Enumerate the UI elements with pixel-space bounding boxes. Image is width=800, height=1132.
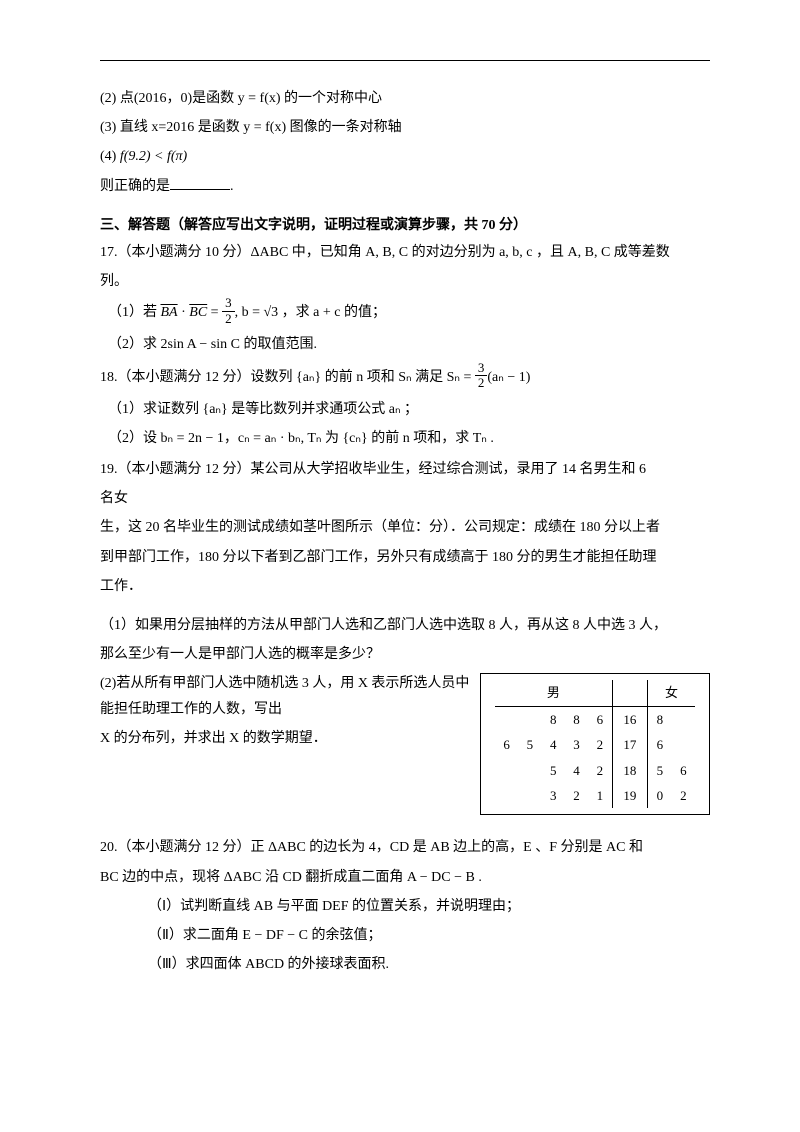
item-4-math: f(9.2) < f(π) (120, 149, 187, 164)
cell: 6 (648, 732, 672, 757)
cell (495, 706, 518, 732)
stem-cell: 16 (612, 706, 647, 732)
q18-intro: 18.（本小题满分 12 分）设数列 {aₙ} 的前 n 项和 Sₙ 满足 Sₙ… (100, 363, 710, 393)
q19-line3: 生，这 20 名毕业生的测试成绩如茎叶图所示（单位：分）．公司规定：成绩在 18… (100, 515, 710, 540)
cell: 5 (518, 732, 541, 757)
cell (518, 783, 541, 808)
item-2-text: (2) 点(2016，0)是函数 y = f(x) 的一个对称中心 (100, 91, 382, 106)
header-stem-blank (612, 680, 647, 706)
table-row: 6 5 4 3 2 17 6 (495, 732, 695, 757)
item-4: (4) f(9.2) < f(π) (100, 144, 710, 169)
cell: 8 (542, 706, 565, 732)
conclusion-text: 则正确的是 (100, 179, 170, 194)
item-3: (3) 直线 x=2016 是函数 y = f(x) 图像的一条对称轴 (100, 115, 710, 140)
cell: 8 (565, 706, 588, 732)
q17-intro-a: 17.（本小题满分 10 分）ΔABC 中，已知角 A, B, C 的对边分别为… (100, 240, 710, 265)
q20-part1: （Ⅰ）试判断直线 AB 与平面 DEF 的位置关系，并说明理由； (100, 894, 710, 919)
cell: 6 (672, 758, 695, 783)
answer-blank (170, 176, 230, 190)
stem-cell: 17 (612, 732, 647, 757)
cell (518, 706, 541, 732)
header-female: 女 (648, 680, 695, 706)
table-row: 5 4 2 18 5 6 (495, 758, 695, 783)
stem-leaf-header: 男 女 (495, 680, 695, 706)
q19-part1-b: 那么至少有一人是甲部门人选的概率是多少？ (100, 642, 710, 667)
q17-dot: · (178, 305, 190, 320)
cell (672, 706, 695, 732)
q18-intro-prefix: 18.（本小题满分 12 分）设数列 {aₙ} 的前 n 项和 Sₙ 满足 Sₙ… (100, 370, 475, 385)
q17-part1: （1）若 BA · BC = 32, b = √3 ，求 a + c 的值； (100, 298, 710, 328)
q20-line2: BC 边的中点，现将 ΔABC 沿 CD 翻折成直二面角 A − DC − B … (100, 865, 710, 890)
stem-leaf-table: 男 女 8 8 6 16 8 6 5 4 3 2 17 6 (495, 680, 695, 808)
q17-intro-b: 列。 (100, 269, 710, 294)
stem-leaf-plot: 男 女 8 8 6 16 8 6 5 4 3 2 17 6 (480, 673, 710, 815)
cell: 2 (672, 783, 695, 808)
cell: 6 (495, 732, 518, 757)
cell (518, 758, 541, 783)
conclusion-line: 则正确的是. (100, 174, 710, 199)
q17-fraction: 32 (222, 296, 235, 326)
q17-part2: （2）求 2sin A − sin C 的取值范围. (100, 332, 710, 357)
q18-fraction: 32 (475, 361, 488, 391)
cell (495, 783, 518, 808)
q17-p1-prefix: （1）若 (108, 305, 161, 320)
q18-part1: （1）求证数列 {aₙ} 是等比数列并求通项公式 aₙ ； (100, 397, 710, 422)
table-row: 3 2 1 19 0 2 (495, 783, 695, 808)
q18-frac-num: 3 (475, 361, 488, 376)
q18-intro-suffix: (aₙ − 1) (487, 370, 530, 385)
cell: 3 (565, 732, 588, 757)
q19-line4: 到甲部门工作，180 分以下者到乙部门工作，另外只有成绩高于 180 分的男生才… (100, 545, 710, 570)
item-4-prefix: (4) (100, 149, 120, 164)
stem-cell: 18 (612, 758, 647, 783)
cell: 3 (542, 783, 565, 808)
conclusion-suffix: . (230, 179, 234, 194)
stem-cell: 19 (612, 783, 647, 808)
q20-part3: （Ⅲ）求四面体 ABCD 的外接球表面积. (100, 952, 710, 977)
q20-part2: （Ⅱ）求二面角 E − DF − C 的余弦值； (100, 923, 710, 948)
cell: 2 (588, 758, 612, 783)
cell: 4 (565, 758, 588, 783)
cell: 2 (565, 783, 588, 808)
cell: 2 (588, 732, 612, 757)
q20-line1: 20.（本小题满分 12 分）正 ΔABC 的边长为 4，CD 是 AB 边上的… (100, 835, 710, 860)
top-divider (100, 60, 710, 61)
q18-part2: （2）设 bₙ = 2n − 1，cₙ = aₙ · bₙ, Tₙ 为 {cₙ}… (100, 426, 710, 451)
item-3-text: (3) 直线 x=2016 是函数 y = f(x) 图像的一条对称轴 (100, 120, 402, 135)
header-male: 男 (495, 680, 612, 706)
q17-eq: = (207, 305, 222, 320)
item-2: (2) 点(2016，0)是函数 y = f(x) 的一个对称中心 (100, 86, 710, 111)
table-row: 8 8 6 16 8 (495, 706, 695, 732)
q19-line1: 19.（本小题满分 12 分）某公司从大学招收毕业生，经过综合测试，录用了 14… (100, 457, 710, 482)
q19-part1-a: （1）如果用分层抽样的方法从甲部门人选和乙部门人选中选取 8 人，再从这 8 人… (100, 613, 710, 638)
cell: 4 (542, 732, 565, 757)
cell: 5 (648, 758, 672, 783)
section-3-title: 三、解答题（解答应写出文字说明，证明过程或演算步骤，共 70 分） (100, 213, 710, 238)
vector-ba: BA (161, 305, 178, 320)
cell (672, 732, 695, 757)
cell: 8 (648, 706, 672, 732)
stem-leaf-container: 男 女 8 8 6 16 8 6 5 4 3 2 17 6 (100, 671, 710, 751)
cell: 6 (588, 706, 612, 732)
q17-frac-den: 2 (222, 312, 235, 326)
q19-line2: 名女 (100, 486, 710, 511)
q18-frac-den: 2 (475, 376, 488, 390)
q17-p1-mid: , b = √3 ，求 a + c 的值； (235, 305, 386, 320)
vector-bc: BC (189, 305, 207, 320)
q17-frac-num: 3 (222, 296, 235, 311)
cell: 5 (542, 758, 565, 783)
cell: 1 (588, 783, 612, 808)
cell (495, 758, 518, 783)
cell: 0 (648, 783, 672, 808)
q19-line5: 工作． (100, 574, 710, 599)
